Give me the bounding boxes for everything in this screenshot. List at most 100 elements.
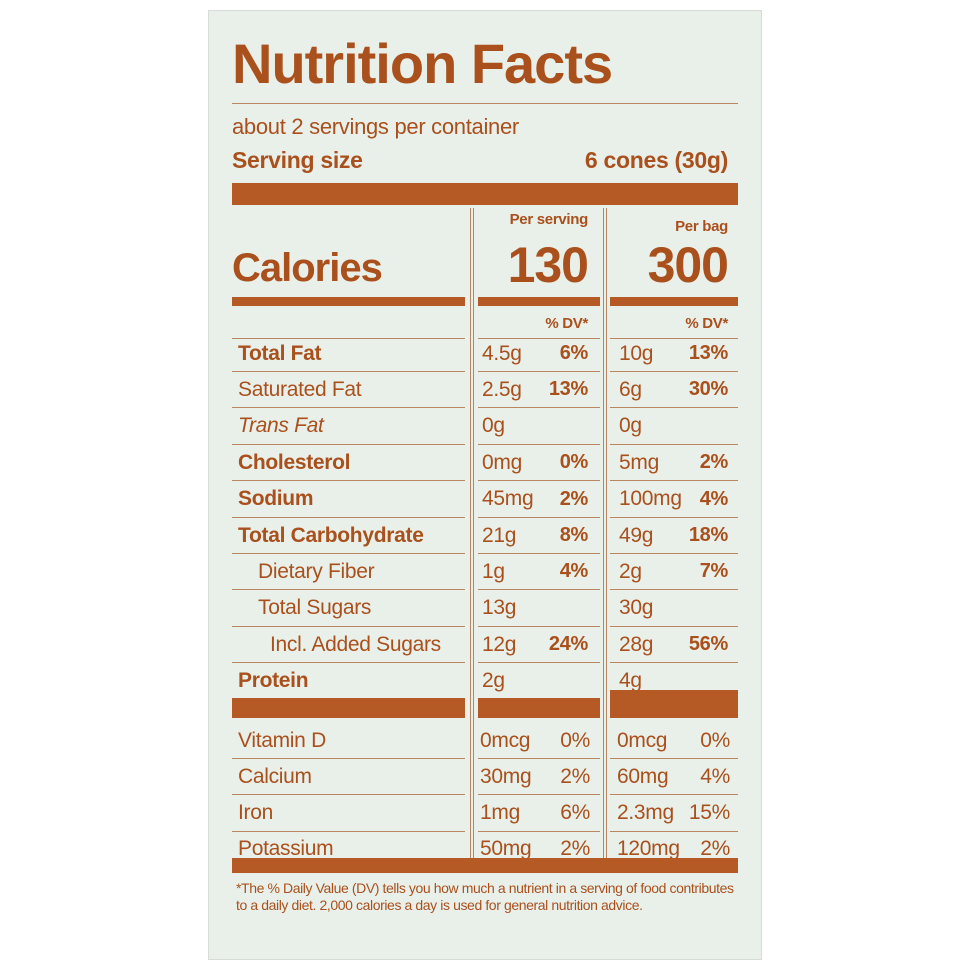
bar bbox=[232, 858, 738, 873]
bar bbox=[232, 698, 465, 718]
rule bbox=[232, 371, 465, 372]
rule bbox=[610, 553, 738, 554]
rule bbox=[478, 830, 600, 832]
dv-header: % DV* bbox=[545, 314, 588, 332]
rule bbox=[478, 443, 600, 445]
daily-value: 0% bbox=[700, 728, 730, 752]
nutrition-panel bbox=[208, 10, 762, 960]
nutrient-name: Total Sugars bbox=[258, 596, 372, 620]
amount: 1g bbox=[482, 559, 505, 583]
amount: 2g bbox=[482, 669, 505, 693]
daily-value: 0% bbox=[560, 728, 590, 752]
amount: 4g bbox=[619, 669, 642, 693]
amount: 5mg bbox=[619, 450, 659, 474]
calories-value: 300 bbox=[647, 237, 729, 293]
amount: 10g bbox=[619, 341, 654, 365]
amount: 120mg bbox=[617, 837, 680, 861]
amount: 0g bbox=[619, 414, 642, 438]
daily-value: 6% bbox=[559, 342, 589, 364]
column-divider bbox=[606, 208, 607, 860]
rule bbox=[478, 758, 600, 759]
daily-value: 13% bbox=[688, 342, 728, 364]
rule bbox=[610, 589, 738, 591]
column-divider bbox=[473, 208, 474, 860]
amount: 6g bbox=[619, 377, 642, 401]
amount: 13g bbox=[482, 596, 517, 620]
vitamin-name: Vitamin D bbox=[238, 728, 326, 752]
amount: 30g bbox=[619, 596, 654, 620]
amount: 12g bbox=[482, 632, 517, 656]
amount: 100mg bbox=[619, 487, 682, 511]
rule bbox=[232, 407, 465, 409]
column-header: Per serving bbox=[509, 210, 589, 228]
daily-value: 18% bbox=[688, 524, 728, 546]
vitamin-name: Calcium bbox=[238, 764, 312, 788]
amount: 30mg bbox=[480, 764, 532, 788]
daily-value: 13% bbox=[548, 378, 588, 401]
column-divider bbox=[603, 208, 604, 860]
column-divider bbox=[470, 208, 471, 860]
daily-value: 4% bbox=[559, 560, 589, 583]
daily-value: 2% bbox=[559, 487, 589, 510]
daily-value: 24% bbox=[548, 633, 588, 656]
rule bbox=[610, 794, 738, 796]
daily-value: 30% bbox=[688, 378, 728, 401]
nutrient-name: Incl. Added Sugars bbox=[270, 632, 441, 656]
footnote: *The % Daily Value (DV) tells you how mu… bbox=[236, 880, 734, 913]
nutrient-name: Protein bbox=[238, 669, 309, 693]
rule bbox=[610, 480, 738, 482]
rule bbox=[478, 338, 600, 339]
rule bbox=[232, 794, 465, 796]
nutrient-name: Trans Fat bbox=[238, 414, 324, 438]
dv-header: % DV* bbox=[685, 314, 728, 332]
rule bbox=[232, 662, 465, 664]
rule bbox=[610, 758, 738, 759]
daily-value: 4% bbox=[700, 764, 730, 788]
amount: 21g bbox=[482, 523, 517, 547]
bar bbox=[232, 183, 738, 205]
rule bbox=[232, 553, 465, 554]
bar bbox=[478, 698, 600, 718]
daily-value: 2% bbox=[560, 764, 590, 788]
rule bbox=[232, 516, 465, 518]
title: Nutrition Facts bbox=[232, 32, 613, 95]
nutrient-name: Cholesterol bbox=[238, 450, 351, 474]
calories-label: Calories bbox=[232, 246, 383, 290]
rule bbox=[232, 338, 465, 339]
vitamin-name: Potassium bbox=[238, 837, 334, 861]
vitamin-name: Iron bbox=[238, 801, 273, 825]
amount: 0mcg bbox=[617, 728, 668, 752]
rule bbox=[478, 662, 600, 664]
rule bbox=[610, 662, 738, 664]
amount: 50mg bbox=[480, 837, 532, 861]
rule bbox=[610, 625, 738, 627]
amount: 2.5g bbox=[482, 377, 522, 401]
rule bbox=[232, 758, 465, 759]
calories-value: 130 bbox=[507, 237, 589, 293]
column-header: Per bag bbox=[675, 217, 728, 235]
rule bbox=[610, 516, 738, 518]
daily-value: 4% bbox=[699, 487, 729, 510]
amount: 45mg bbox=[482, 487, 534, 511]
daily-value: 8% bbox=[559, 524, 589, 546]
rule bbox=[610, 830, 738, 832]
daily-value: 2% bbox=[560, 837, 590, 861]
amount: 2g bbox=[619, 559, 642, 583]
daily-value: 15% bbox=[688, 801, 730, 825]
rule bbox=[232, 480, 465, 482]
rule bbox=[232, 589, 465, 591]
daily-value: 0% bbox=[559, 451, 589, 474]
amount: 60mg bbox=[617, 764, 669, 788]
amount: 0g bbox=[482, 414, 505, 438]
bar bbox=[478, 297, 600, 306]
rule bbox=[478, 794, 600, 796]
rule bbox=[610, 338, 738, 339]
nutrient-name: Total Carbohydrate bbox=[238, 523, 424, 547]
daily-value: 2% bbox=[700, 837, 730, 861]
rule bbox=[478, 553, 600, 554]
amount: 49g bbox=[619, 523, 654, 547]
rule bbox=[478, 407, 600, 409]
rule bbox=[232, 625, 465, 627]
serving-size-label: Serving size bbox=[232, 146, 363, 173]
